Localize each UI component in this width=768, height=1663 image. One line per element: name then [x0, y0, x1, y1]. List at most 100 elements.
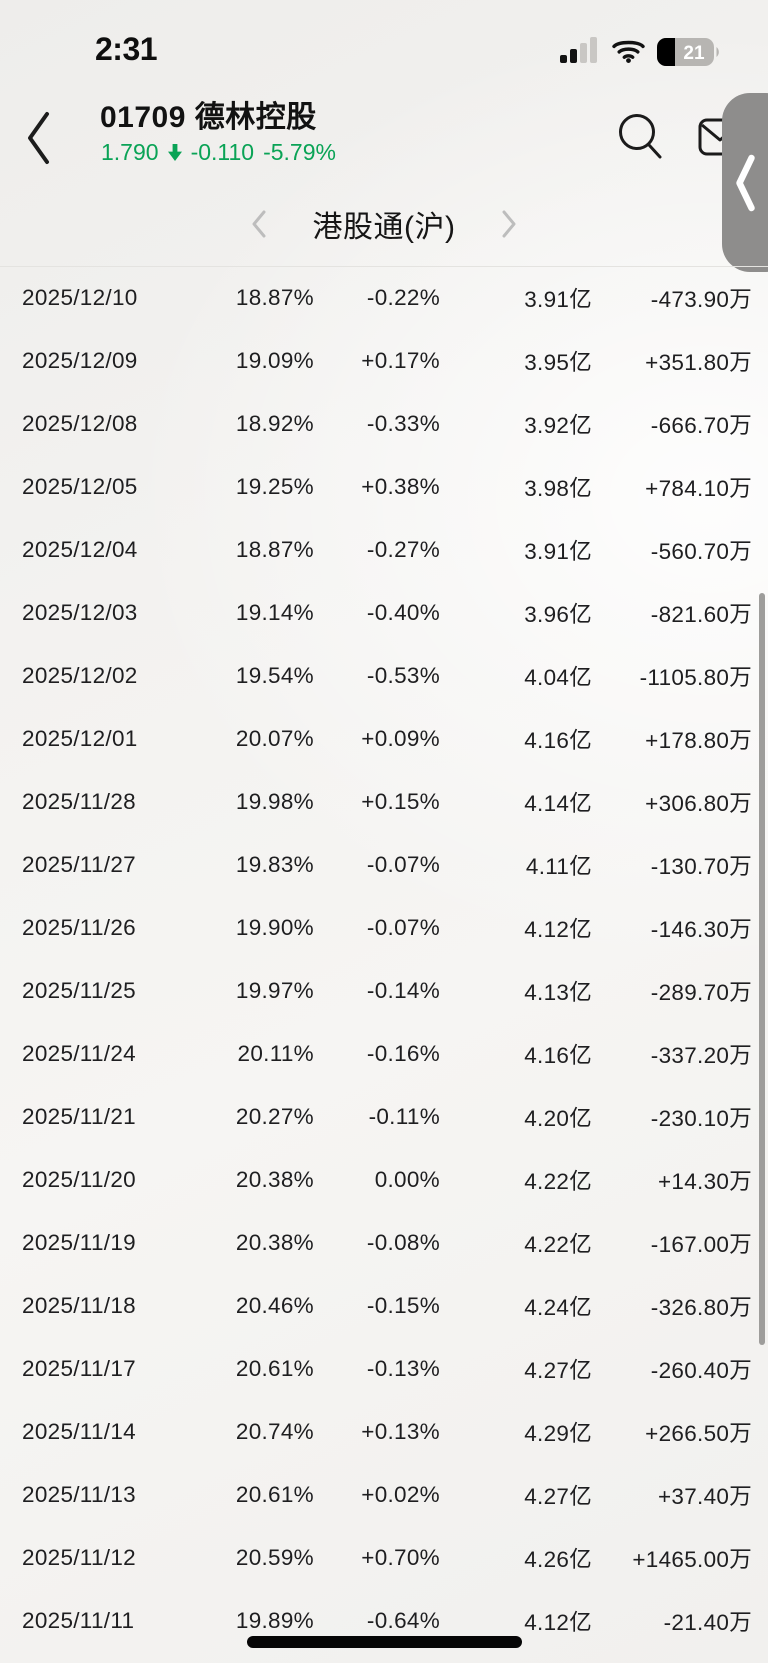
cell-holding-value: 4.04亿	[524, 664, 592, 690]
table-row: 2025/11/26 19.90% -0.07% 4.12亿 -146.30万	[0, 896, 768, 959]
cell-ratio-change: +0.38%	[361, 473, 440, 499]
cell-ratio-change: +0.17%	[361, 347, 440, 373]
cell-holding-ratio: 20.74%	[235, 1418, 314, 1444]
cell-date: 2025/12/05	[22, 473, 138, 499]
cell-date: 2025/12/03	[22, 599, 138, 625]
cell-ratio-change: -0.22%	[366, 284, 440, 310]
cell-date: 2025/12/01	[22, 725, 138, 751]
cell-net-change: -289.70万	[650, 979, 752, 1005]
cellular-signal-icon	[560, 37, 598, 63]
table-row: 2025/12/09 19.09% +0.17% 3.95亿 +351.80万	[0, 329, 768, 392]
home-indicator[interactable]	[247, 1636, 522, 1648]
chevron-left-icon	[25, 110, 51, 166]
cell-net-change: -167.00万	[650, 1231, 752, 1257]
cell-ratio-change: +0.70%	[361, 1544, 440, 1570]
cell-holding-value: 4.12亿	[524, 1609, 592, 1635]
cell-date: 2025/12/04	[22, 536, 138, 562]
cell-holding-value: 4.16亿	[524, 727, 592, 753]
stock-title: 01709 德林控股	[100, 101, 317, 134]
cell-holding-ratio: 19.09%	[235, 347, 314, 373]
pager-title: 港股通(沪)	[312, 211, 456, 244]
cell-date: 2025/11/20	[22, 1166, 136, 1192]
cell-net-change: -821.60万	[650, 601, 752, 627]
scrollbar-thumb[interactable]	[759, 593, 765, 1345]
cell-holding-value: 3.91亿	[524, 538, 592, 564]
table-row: 2025/11/11 19.89% -0.64% 4.12亿 -21.40万	[0, 1589, 768, 1652]
cell-holding-ratio: 20.11%	[237, 1040, 314, 1066]
cell-date: 2025/11/25	[22, 977, 136, 1003]
table-row: 2025/12/04 18.87% -0.27% 3.91亿 -560.70万	[0, 518, 768, 581]
cell-net-change: +306.80万	[645, 790, 752, 816]
cell-holding-value: 3.96亿	[524, 601, 592, 627]
cell-holding-ratio: 19.54%	[235, 662, 314, 688]
table-row: 2025/11/25 19.97% -0.14% 4.13亿 -289.70万	[0, 959, 768, 1022]
cell-ratio-change: +0.13%	[361, 1418, 440, 1444]
chevron-right-icon	[501, 209, 518, 239]
cell-holding-value: 3.92亿	[524, 412, 592, 438]
cell-net-change: -130.70万	[650, 853, 752, 879]
cell-net-change: -326.80万	[650, 1294, 752, 1320]
cell-ratio-change: -0.07%	[366, 851, 440, 877]
section-divider	[0, 266, 768, 267]
pager-prev-button[interactable]	[246, 205, 271, 243]
table-row: 2025/12/01 20.07% +0.09% 4.16亿 +178.80万	[0, 707, 768, 770]
cell-date: 2025/11/17	[22, 1355, 136, 1381]
cell-net-change: -146.30万	[650, 916, 752, 942]
back-button[interactable]	[16, 104, 60, 172]
table-row: 2025/12/03 19.14% -0.40% 3.96亿 -821.60万	[0, 581, 768, 644]
status-time: 2:31	[95, 31, 158, 67]
cell-ratio-change: -0.07%	[366, 914, 440, 940]
cell-holding-ratio: 19.98%	[235, 788, 314, 814]
cell-date: 2025/11/18	[22, 1292, 136, 1318]
holdings-table: 2025/12/10 18.87% -0.22% 3.91亿 -473.90万 …	[0, 266, 768, 1652]
cell-holding-ratio: 20.46%	[235, 1292, 314, 1318]
search-icon	[617, 112, 663, 160]
cell-holding-value: 4.27亿	[524, 1357, 592, 1383]
cell-date: 2025/12/08	[22, 410, 138, 436]
side-panel-handle[interactable]	[722, 93, 768, 272]
cell-holding-value: 4.12亿	[524, 916, 592, 942]
cell-ratio-change: -0.33%	[366, 410, 440, 436]
cell-ratio-change: +0.15%	[361, 788, 440, 814]
cell-date: 2025/11/19	[22, 1229, 136, 1255]
cell-ratio-change: -0.40%	[366, 599, 440, 625]
table-row: 2025/11/13 20.61% +0.02% 4.27亿 +37.40万	[0, 1463, 768, 1526]
table-row: 2025/12/08 18.92% -0.33% 3.92亿 -666.70万	[0, 392, 768, 455]
cell-net-change: -560.70万	[650, 538, 752, 564]
cell-holding-value: 4.13亿	[524, 979, 592, 1005]
cell-holding-value: 4.26亿	[524, 1546, 592, 1572]
battery-icon: 21	[657, 38, 721, 66]
cell-holding-ratio: 20.61%	[235, 1481, 314, 1507]
cell-net-change: +1465.00万	[632, 1546, 752, 1572]
search-button[interactable]	[612, 108, 668, 164]
cell-net-change: -337.20万	[650, 1042, 752, 1068]
pager-next-button[interactable]	[497, 205, 522, 243]
cell-holding-value: 4.22亿	[524, 1231, 592, 1257]
cell-net-change: +178.80万	[645, 727, 752, 753]
cell-holding-value: 4.14亿	[524, 790, 592, 816]
cell-holding-value: 4.20亿	[524, 1105, 592, 1131]
cell-net-change: -260.40万	[650, 1357, 752, 1383]
cell-ratio-change: -0.16%	[366, 1040, 440, 1066]
market-pager: 港股通(沪)	[0, 198, 768, 250]
cell-holding-ratio: 20.38%	[235, 1229, 314, 1255]
cell-ratio-change: -0.15%	[366, 1292, 440, 1318]
cell-holding-value: 4.11亿	[525, 853, 592, 879]
price-change: -0.110	[190, 139, 255, 165]
cell-ratio-change: -0.53%	[366, 662, 440, 688]
table-row: 2025/11/14 20.74% +0.13% 4.29亿 +266.50万	[0, 1400, 768, 1463]
table-row: 2025/12/02 19.54% -0.53% 4.04亿 -1105.80万	[0, 644, 768, 707]
cell-holding-ratio: 19.89%	[235, 1607, 314, 1633]
cell-date: 2025/11/28	[22, 788, 136, 814]
cell-net-change: +784.10万	[645, 475, 752, 501]
table-row: 2025/11/19 20.38% -0.08% 4.22亿 -167.00万	[0, 1211, 768, 1274]
cell-holding-value: 4.29亿	[524, 1420, 592, 1446]
table-row: 2025/11/20 20.38% 0.00% 4.22亿 +14.30万	[0, 1148, 768, 1211]
handle-chevron-left-icon	[734, 152, 756, 214]
cell-holding-ratio: 20.61%	[235, 1355, 314, 1381]
cell-net-change: -230.10万	[650, 1105, 752, 1131]
battery-percent: 21	[683, 43, 705, 64]
cell-ratio-change: +0.02%	[361, 1481, 440, 1507]
table-row: 2025/11/24 20.11% -0.16% 4.16亿 -337.20万	[0, 1022, 768, 1085]
